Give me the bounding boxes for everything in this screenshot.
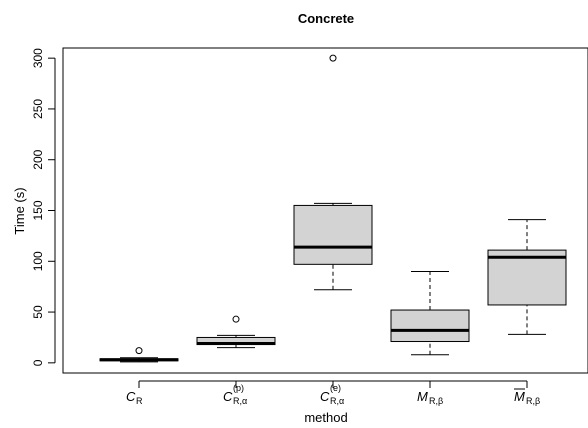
box-group <box>99 347 179 363</box>
x-tick-label: C R,α (p) <box>223 383 247 406</box>
x-tick-label-sub: R <box>136 396 143 406</box>
x-tick-label-sup: (e) <box>330 383 341 393</box>
box-group <box>487 219 567 335</box>
x-tick-label-main: M <box>417 389 428 404</box>
x-tick-label-sup: (p) <box>233 383 244 393</box>
y-tick-label: 100 <box>31 251 45 271</box>
plot-frame <box>62 47 588 374</box>
box-iqr <box>487 249 567 306</box>
x-tick-label: C R,α (e) <box>320 383 344 406</box>
x-tick-label-sub: R,α <box>233 396 247 406</box>
x-tick-label-main: C <box>126 389 136 404</box>
x-tick-label-sub: R,β <box>429 396 443 406</box>
box-iqr <box>293 204 373 265</box>
box-group <box>293 54 373 291</box>
x-axis: C R C R,α(p)C R,α(e)M R,β M R,β <box>126 380 540 406</box>
x-axis-label: method <box>304 410 347 425</box>
y-axis-label: Time (s) <box>12 187 27 234</box>
chart-title: Concrete <box>298 11 354 26</box>
boxes <box>99 54 567 363</box>
y-tick-label: 0 <box>31 359 45 366</box>
x-tick-label-main: C <box>320 389 330 404</box>
x-tick-label-main: C <box>223 389 233 404</box>
x-tick-label-sub: R,α <box>330 396 344 406</box>
y-axis: 0 50 100 150 200 250 300 <box>31 48 56 366</box>
y-tick-label: 150 <box>31 200 45 220</box>
box-group <box>390 270 470 356</box>
x-tick-label-sub: R,β <box>526 396 540 406</box>
outlier-point <box>232 315 240 323</box>
outlier-point <box>329 54 337 62</box>
y-tick-label: 250 <box>31 99 45 119</box>
y-tick-label: 50 <box>31 305 45 319</box>
outlier-point <box>135 347 143 355</box>
box-group <box>196 315 276 349</box>
x-tick-label: M R,β <box>417 389 443 406</box>
box-iqr <box>390 309 470 343</box>
x-tick-label-main: M <box>514 389 525 404</box>
y-tick-label: 200 <box>31 149 45 169</box>
x-tick-label: M R,β <box>514 388 540 406</box>
y-tick-label: 300 <box>31 48 45 68</box>
